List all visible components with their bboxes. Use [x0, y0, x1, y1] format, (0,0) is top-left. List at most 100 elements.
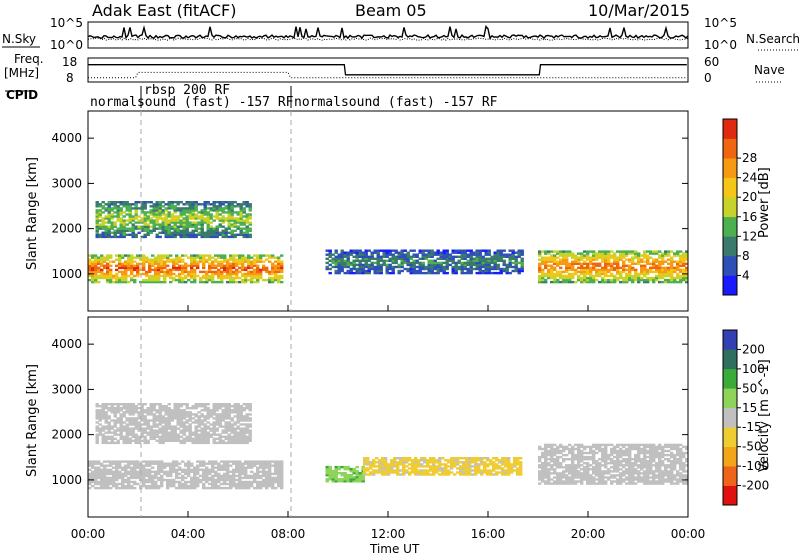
power-cell-3	[652, 276, 656, 280]
power-cell-0	[124, 276, 128, 280]
velocity-cell-0	[199, 474, 203, 478]
velocity-cell-0	[202, 472, 206, 476]
velocity-cell-0	[229, 470, 233, 473]
power-cell-0	[169, 254, 173, 257]
velocity-cell-1	[98, 427, 102, 430]
power-cell-2	[337, 257, 341, 260]
velocity-cell-4	[583, 447, 587, 451]
velocity-cell-1	[110, 431, 114, 434]
power-cell-2	[427, 263, 431, 267]
power-cell-0	[274, 268, 278, 272]
power-cell-3	[589, 250, 593, 253]
velocity-cell-1	[203, 429, 207, 432]
velocity-cell-1	[215, 427, 219, 430]
power-cell-0	[178, 276, 182, 280]
velocity-cell-0	[262, 464, 266, 467]
power-cell-0	[124, 272, 128, 276]
velocity-cell-0	[97, 472, 101, 476]
velocity-cell-4	[613, 451, 617, 455]
velocity-cell-1	[161, 425, 165, 428]
power-cell-2	[361, 253, 365, 256]
power-cell-0	[217, 262, 221, 265]
power-cell-3	[610, 274, 614, 278]
power-cell-2	[508, 257, 512, 260]
velocity-cell-0	[238, 474, 242, 478]
power-cell-1	[197, 215, 201, 218]
power-cell-3	[646, 268, 650, 272]
power-cell-2	[409, 271, 413, 275]
power-cell-3	[541, 256, 545, 259]
power-cell-1	[155, 221, 159, 224]
velocity-cell-1	[245, 407, 249, 410]
power-cell-2	[502, 259, 506, 262]
velocity-cell-1	[185, 427, 189, 430]
power-cell-1	[113, 233, 117, 236]
velocity-cell-1	[233, 429, 237, 432]
power-cell-1	[242, 211, 246, 214]
power-cell-2	[331, 265, 335, 269]
power-cell-0	[115, 276, 119, 280]
velocity-cell-1	[179, 405, 183, 408]
power-cell-1	[155, 203, 159, 206]
velocity-cell-1	[143, 429, 147, 432]
velocity-cell-3	[483, 457, 487, 460]
power-cell-2	[418, 261, 422, 265]
power-cell-2	[328, 259, 332, 262]
velocity-cell-0	[262, 472, 266, 476]
velocity-cell-1	[128, 403, 132, 406]
power-cell-1	[242, 207, 246, 210]
power-cell-3	[550, 260, 554, 263]
freq-frame	[87, 57, 689, 83]
velocity-cell-0	[244, 484, 248, 488]
power-cell-3	[601, 280, 605, 284]
velocity-cell-1	[101, 415, 105, 418]
power-cell-1	[131, 231, 135, 234]
power-cell-2	[502, 267, 506, 271]
power-cell-3	[607, 260, 611, 263]
velocity-cell-4	[598, 443, 602, 447]
velocity-cell-1	[173, 409, 177, 412]
power-cell-0	[232, 264, 236, 267]
velocity-cell-0	[277, 472, 281, 476]
velocity-cell-1	[98, 415, 102, 418]
velocity-cell-4	[553, 464, 557, 467]
velocity-cell-0	[154, 486, 158, 490]
velocity-cell-0	[277, 464, 281, 467]
power-cell-0	[136, 264, 140, 267]
velocity-cell-4	[571, 458, 575, 461]
power-cell-0	[157, 268, 161, 272]
velocity-cell-0	[196, 470, 200, 473]
velocity-cell-3	[468, 461, 472, 464]
power-cell-2	[397, 253, 401, 256]
power-cell-0	[121, 266, 125, 270]
power-cell-1	[227, 209, 231, 212]
velocity-cell-1	[221, 439, 225, 442]
velocity-cell-1	[131, 403, 135, 406]
velocity-cell-1	[227, 437, 231, 440]
power-cell-2	[481, 265, 485, 269]
power-cell-1	[188, 217, 192, 220]
velocity-cell-0	[115, 466, 119, 469]
power-cell-1	[206, 233, 210, 236]
power-cell-0	[277, 270, 281, 274]
velocity-cell-3	[438, 465, 442, 468]
power-cell-2	[484, 251, 488, 254]
power-cell-1	[239, 213, 243, 216]
power-cell-0	[232, 256, 236, 259]
velocity-cell-4	[544, 476, 548, 479]
velocity-cell-1	[230, 427, 234, 430]
velocity-cell-4	[616, 455, 620, 459]
power-cell-1	[209, 215, 213, 218]
velocity-cell-4	[577, 464, 581, 467]
power-cell-3	[631, 260, 635, 263]
power-cell-0	[205, 276, 209, 280]
power-cell-2	[346, 259, 350, 262]
velocity-cell-4	[601, 482, 605, 485]
velocity-cell-0	[175, 480, 179, 484]
power-cell-1	[125, 219, 129, 222]
power-cell-1	[98, 213, 102, 216]
power-cell-1	[191, 233, 195, 236]
velocity-cell-1	[212, 403, 216, 406]
velocity-cell-0	[115, 486, 119, 490]
power-cell-2	[493, 253, 497, 256]
